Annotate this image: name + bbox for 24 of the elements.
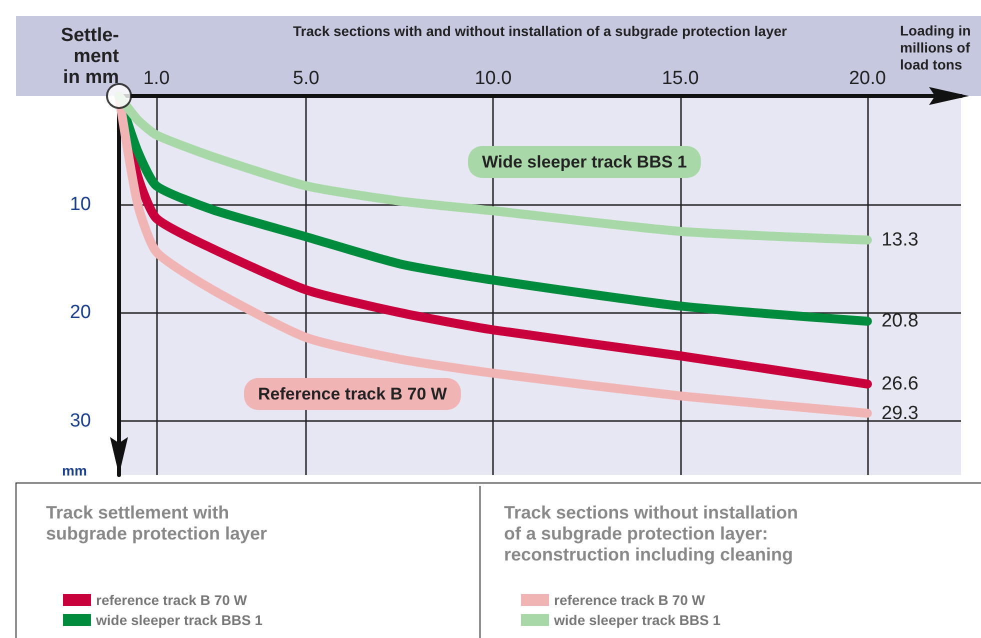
annotation: Wide sleeper track BBS 1 <box>482 152 687 172</box>
data-label: 20.8 <box>881 310 918 332</box>
data-label: 26.6 <box>881 374 918 395</box>
x-tick-label: 1.0 <box>143 68 170 89</box>
x-tick-label: 5.0 <box>292 68 320 89</box>
x-tick-label: 20.0 <box>848 68 886 89</box>
legend-label: wide sleeper track BBS 1 <box>553 612 721 628</box>
data-label: 13.3 <box>881 230 918 251</box>
y-axis-title: Settle- ment in mm <box>60 25 120 88</box>
text: mm <box>62 462 87 478</box>
data-label: 29.3 <box>881 402 918 424</box>
x-axis-title: Track sections with and without installation of a subgrade protection layer <box>293 23 788 39</box>
text: Track sections without installation of a subgrade protection layer: reconstruction including cleaning <box>504 502 798 564</box>
x-tick-label: 10.0 <box>474 68 512 89</box>
y-tick-label: 20 <box>70 302 91 324</box>
legend-label: reference track B 70 W <box>96 592 248 608</box>
text: Loading in millions of load tons <box>900 22 971 72</box>
legend-label: wide sleeper track BBS 1 <box>95 612 263 628</box>
y-tick-label: 10 <box>70 194 91 215</box>
text: Track settlement with subgrade protection layer <box>46 502 268 544</box>
legend-label: reference track B 70 W <box>554 592 706 608</box>
x-tick-label: 15.0 <box>662 68 699 89</box>
annotation: Reference track B 70 W <box>258 384 448 404</box>
y-tick-label: 30 <box>70 410 91 432</box>
